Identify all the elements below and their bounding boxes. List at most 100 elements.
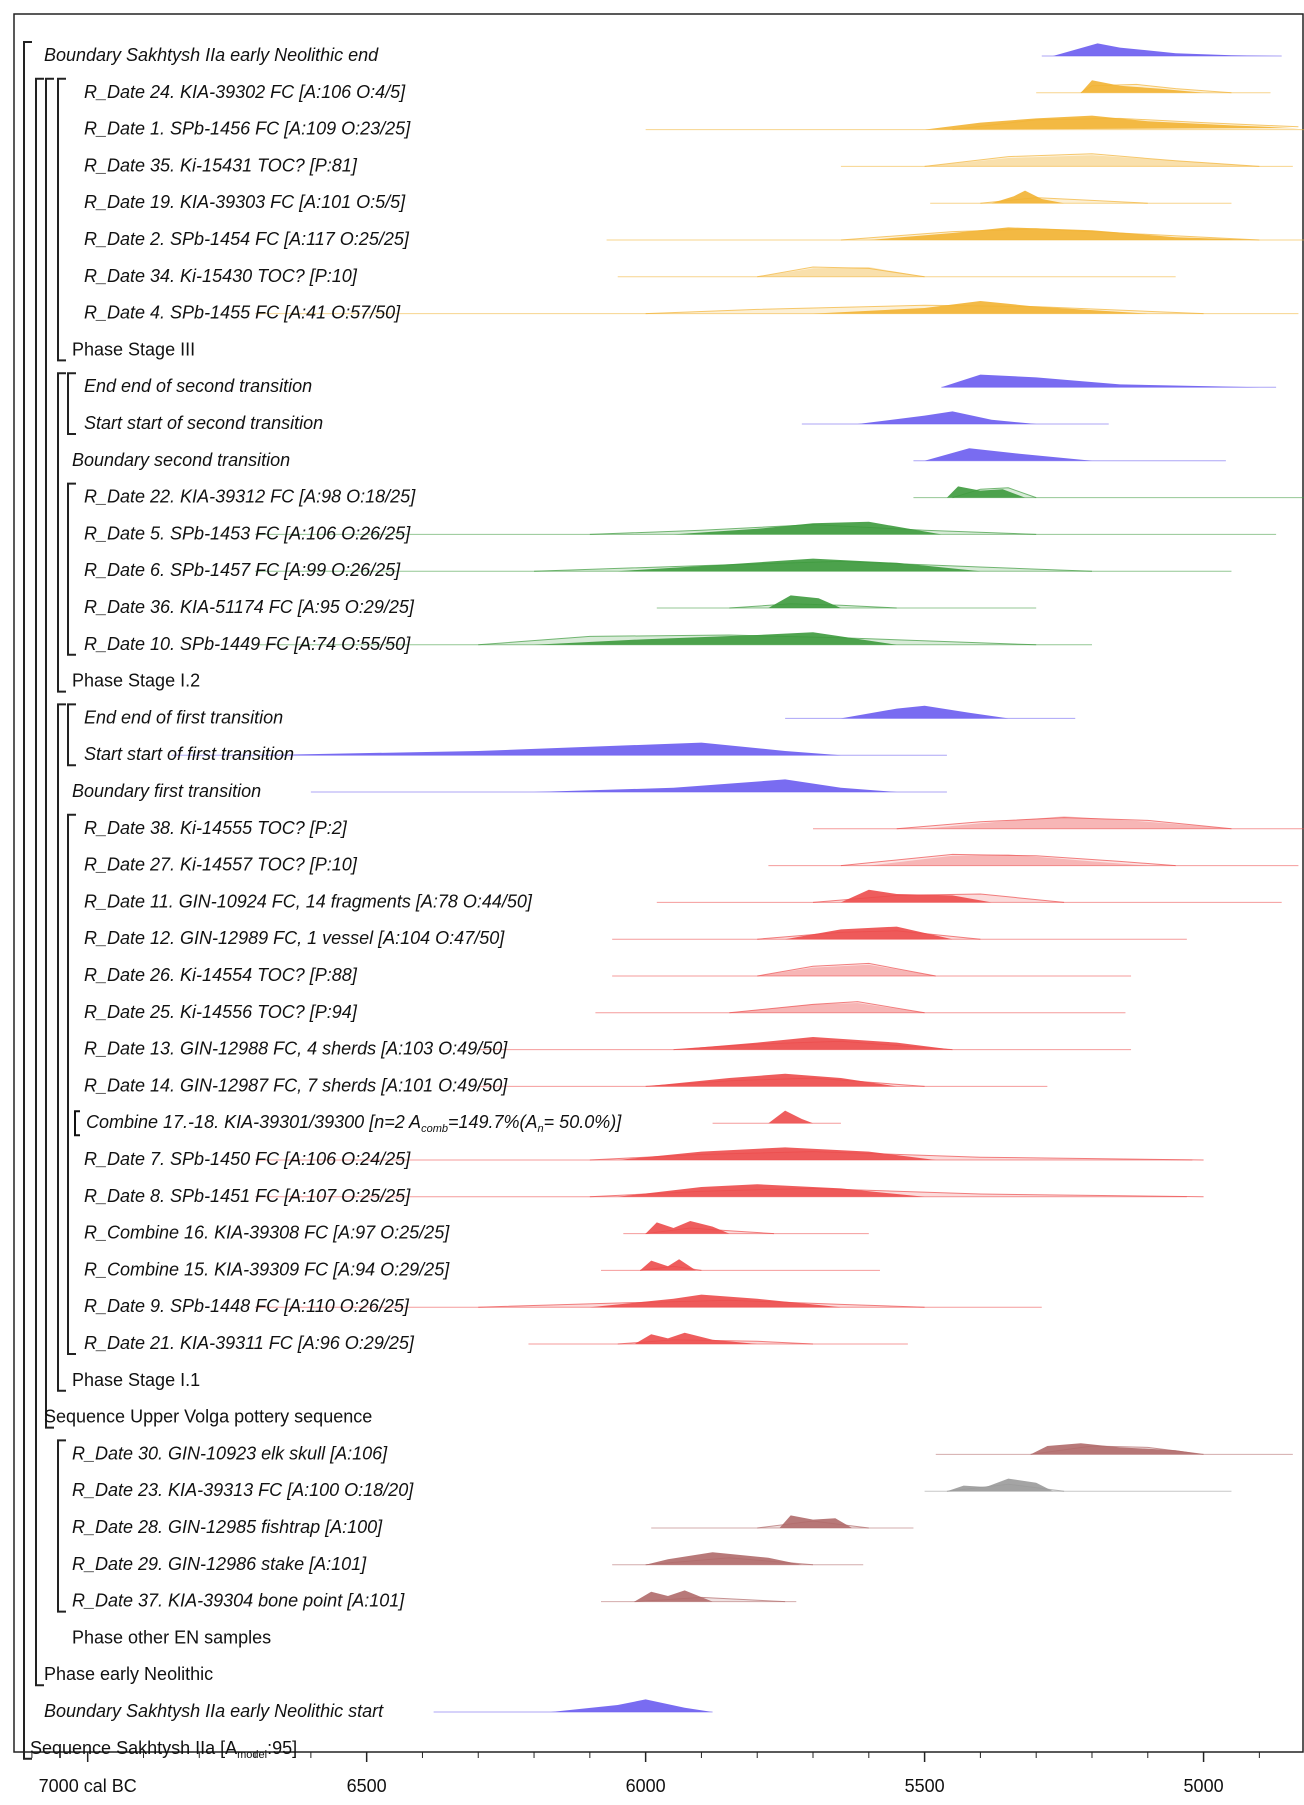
posterior-distribution	[534, 779, 897, 792]
row-label: R_Date 25. Ki-14556 TOC? [P:94]	[84, 1002, 358, 1022]
x-tick-label: 7000 cal BC	[39, 1776, 137, 1796]
row-label: Phase early Neolithic	[44, 1664, 213, 1684]
group-bracket	[57, 372, 66, 693]
row-label: R_Date 5. SPb-1453 FC [A:106 O:26/25]	[84, 523, 411, 543]
posterior-distribution	[645, 1221, 730, 1234]
prior-distribution	[924, 153, 1260, 167]
posterior-distribution	[1052, 43, 1282, 56]
group-bracket	[67, 703, 76, 767]
x-tick-label: 5500	[905, 1776, 945, 1796]
posterior-distribution	[757, 964, 936, 976]
row-label: R_Date 6. SPb-1457 FC [A:99 O:26/25]	[84, 560, 401, 580]
row-label: R_Date 37. KIA-39304 bone point [A:101]	[72, 1591, 405, 1611]
row-label: R_Date 7. SPb-1450 FC [A:106 O:24/25]	[84, 1149, 411, 1169]
posterior-distribution	[534, 632, 897, 645]
posterior-distribution	[640, 1259, 696, 1271]
row-label: Phase Stage III	[72, 339, 195, 359]
posterior-distribution	[729, 1003, 925, 1013]
row-label: R_Date 21. KIA-39311 FC [A:96 O:29/25]	[84, 1333, 415, 1353]
x-tick-label: 5000	[1184, 1776, 1224, 1796]
prior-distribution	[729, 1001, 925, 1014]
group-bracket	[67, 372, 76, 435]
plot-border	[13, 13, 1304, 1753]
row-label: R_Date 9. SPb-1448 FC [A:110 O:26/25]	[84, 1296, 410, 1316]
posterior-distribution	[617, 1147, 936, 1160]
row-label: Combine 17.-18. KIA-39301/39300 [n=2 Aco…	[86, 1112, 622, 1135]
row-label: Phase other EN samples	[72, 1627, 271, 1647]
group-bracket	[57, 1439, 66, 1613]
posterior-distribution	[550, 1699, 713, 1712]
combine-bracket	[74, 1110, 80, 1137]
posterior-distribution	[645, 1552, 802, 1565]
row-label: Boundary first transition	[72, 781, 261, 801]
posterior-distribution	[645, 1073, 897, 1087]
row-label: Phase Stage I.2	[72, 671, 200, 691]
row-label: Boundary second transition	[72, 450, 290, 470]
posterior-distribution	[768, 1110, 814, 1124]
row-label: Boundary Sakhtysh IIa early Neolithic st…	[44, 1701, 384, 1721]
posterior-distribution	[617, 558, 981, 572]
posterior-distribution	[673, 1037, 953, 1050]
row-label: Start start of first transition	[84, 744, 294, 764]
prior-distribution	[896, 817, 1232, 830]
posterior-distribution	[868, 854, 1148, 866]
posterior-distribution	[757, 267, 925, 277]
row-label: End end of second transition	[84, 376, 312, 396]
prior-distribution	[757, 962, 936, 977]
row-label: R_Combine 15. KIA-39309 FC [A:94 O:29/25…	[84, 1259, 450, 1279]
x-axis: 7000 cal BC 6500 6000 5500 5000	[31, 1752, 1260, 1796]
posterior-distribution	[617, 1184, 925, 1197]
row-label: R_Date 34. Ki-15430 TOC? [P:10]	[84, 266, 358, 286]
row-label: R_Date 30. GIN-10923 elk skull [A:106]	[72, 1443, 388, 1463]
group-bracket	[35, 77, 44, 1687]
posterior-distribution	[924, 448, 1092, 461]
plot-frame	[13, 13, 1304, 1753]
posterior-distribution	[255, 742, 841, 756]
row-label: Boundary Sakhtysh IIa early Neolithic en…	[44, 45, 379, 65]
posterior-distribution	[785, 926, 953, 940]
posterior-distribution	[813, 301, 1148, 314]
row-label: R_Date 13. GIN-12988 FC, 4 sherds [A:103…	[84, 1039, 508, 1059]
posterior-distribution	[1030, 1443, 1204, 1455]
posterior-distribution	[768, 595, 841, 608]
posterior-distribution	[941, 374, 1260, 388]
posterior-distribution	[924, 115, 1299, 130]
row-label: R_Date 1. SPb-1456 FC [A:109 O:23/25]	[84, 119, 411, 139]
row-label: R_Date 22. KIA-39312 FC [A:98 O:18/25]	[84, 487, 416, 507]
group-bracket	[23, 41, 32, 1760]
posterior-distribution	[857, 411, 1037, 424]
group-bracket	[57, 77, 66, 362]
posterior-distribution	[946, 1478, 1053, 1492]
row-label: R_Date 4. SPb-1455 FC [A:41 O:57/50]	[84, 303, 401, 323]
posterior-distribution	[991, 190, 1065, 204]
row-label: R_Date 36. KIA-51174 FC [A:95 O:29/25]	[84, 597, 415, 617]
row-label: End end of first transition	[84, 707, 283, 727]
posterior-distribution	[840, 889, 992, 903]
sequence-brackets	[23, 41, 80, 1760]
row-label: R_Date 29. GIN-12986 stake [A:101]	[72, 1554, 367, 1574]
row-label: R_Date 12. GIN-12989 FC, 1 vessel [A:104…	[84, 928, 505, 948]
row-label: R_Date 24. KIA-39302 FC [A:106 O:4/5]	[84, 82, 406, 102]
posterior-distribution	[868, 227, 1260, 240]
row-labels: Boundary Sakhtysh IIa early Neolithic en…	[30, 45, 622, 1761]
prior-distribution	[757, 266, 925, 278]
row-label: R_Combine 16. KIA-39308 FC [A:97 O:25/25…	[84, 1223, 450, 1243]
x-tick-label: 6500	[347, 1776, 387, 1796]
distribution-curves	[171, 43, 1304, 1713]
row-label: Start start of second transition	[84, 413, 323, 433]
posterior-distribution	[924, 155, 1260, 167]
row-label: R_Date 14. GIN-12987 FC, 7 sherds [A:101…	[84, 1075, 508, 1095]
row-label: R_Date 38. Ki-14555 TOC? [P:2]	[84, 818, 348, 838]
group-bracket	[67, 482, 76, 656]
row-label: R_Date 8. SPb-1451 FC [A:107 O:25/25]	[84, 1186, 411, 1206]
posterior-distribution	[634, 1590, 713, 1602]
x-tick-label: 6000	[626, 1776, 666, 1796]
posterior-distribution	[589, 1294, 841, 1308]
row-label: R_Date 11. GIN-10924 FC, 14 fragments [A…	[84, 891, 533, 911]
row-label: R_Date 28. GIN-12985 fishtrap [A:100]	[72, 1517, 383, 1537]
posterior-distribution	[840, 705, 1009, 719]
row-label: R_Date 27. Ki-14557 TOC? [P:10]	[84, 855, 358, 875]
group-bracket	[57, 703, 66, 1392]
posterior-distribution	[924, 816, 1232, 829]
